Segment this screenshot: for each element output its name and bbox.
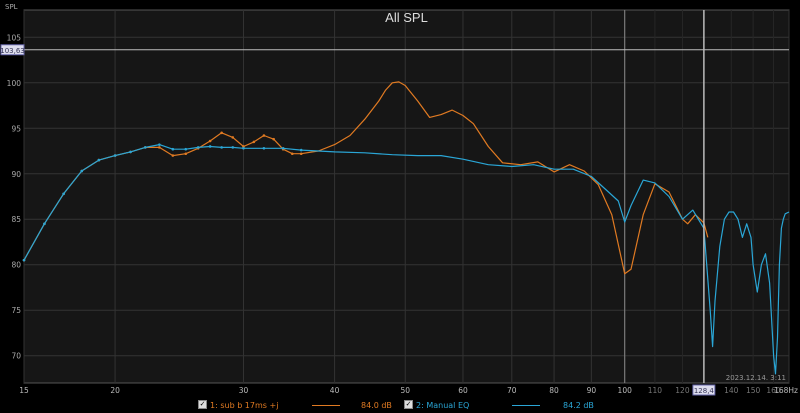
y-tick-label: 85 (11, 215, 21, 224)
series-2-point (22, 258, 26, 262)
spl-chart: 70 75 80 85 90 95 100 105 15 20 30 40 50 60 70 80 90 100 1… (0, 3, 798, 396)
series-2-point (171, 147, 175, 151)
series-2-point (262, 146, 266, 150)
y-tick-label: 90 (11, 170, 21, 179)
x-tick-label: 50 (400, 386, 410, 395)
series-1-point (171, 154, 175, 157)
x-tick-label: 30 (239, 386, 249, 395)
series-1-point (231, 136, 235, 139)
series-2-point (184, 147, 188, 151)
plot-area (23, 9, 790, 384)
x-tick-label: 100 (618, 386, 633, 395)
series-1-point (184, 152, 188, 156)
series-2-point (299, 148, 303, 152)
series-2-point (113, 154, 117, 157)
series-1-label: 1: sub b 17ms +j (210, 401, 279, 410)
y-axis-label: SPL (5, 3, 18, 11)
series-1-point (220, 131, 223, 135)
y-tick-label: 80 (11, 261, 21, 270)
x-tick-label: 80 (549, 386, 559, 395)
cursor-y-readout: 103,63 (0, 47, 25, 55)
series-1-point (158, 146, 161, 149)
series-2-point (43, 222, 46, 226)
y-tick-label: 95 (11, 124, 21, 133)
x-tick-label: 160 (766, 386, 781, 395)
series-2-point (97, 158, 101, 162)
series-2-point (281, 146, 285, 150)
series-1-line (23, 81, 709, 275)
x-tick-label: 20 (110, 386, 120, 395)
series-1-point (299, 152, 303, 156)
series-2-point (158, 143, 161, 146)
x-tick-label: 60 (458, 386, 468, 395)
series-2-point (129, 150, 132, 154)
series-2-point (143, 146, 147, 149)
series-1-swatch (312, 405, 340, 406)
x-tick-label: 110 (648, 386, 663, 395)
y-tick-label: 105 (7, 33, 22, 42)
series-2-point (62, 192, 65, 196)
cursor-x-readout: 128,4 (694, 387, 715, 395)
series-2-point (196, 146, 200, 149)
series-2-level: 84.2 dB (563, 401, 594, 410)
series-2-label: 2: Manual EQ (416, 401, 470, 410)
y-tick-label: 70 (11, 352, 21, 361)
series-1-point (290, 152, 294, 156)
x-tick-label: 70 (507, 386, 517, 395)
y-tick-label: 75 (11, 306, 21, 315)
series-2-line (23, 144, 790, 375)
series-2-point (80, 169, 84, 173)
x-tick-label: 168Hz (774, 386, 798, 395)
x-tick-label: 120 (675, 386, 690, 395)
timestamp: 2023.12.14. 3:11 (726, 374, 786, 382)
series-1-point (242, 145, 245, 148)
series-2-checkbox[interactable]: ✓ (404, 400, 413, 409)
x-tick-label: 140 (724, 386, 739, 395)
cursor-x-box (692, 384, 716, 396)
series-1-point (252, 140, 256, 144)
series-2-swatch (512, 405, 540, 406)
series-1-point (262, 134, 266, 137)
cursor-y-box (0, 44, 25, 56)
series-1-point (208, 139, 212, 143)
x-tick-label: 90 (587, 386, 597, 395)
legend: ✓ 1: sub b 17ms +j 84.0 dB ✓ 2: Manual E… (0, 398, 800, 413)
x-tick-label: 40 (330, 386, 340, 395)
series-1-level: 84.0 dB (361, 401, 392, 410)
x-tick-label: 15 (19, 386, 29, 395)
series-2-point (208, 145, 212, 148)
y-tick-label: 100 (7, 79, 22, 88)
chart-title: All SPL (385, 10, 428, 25)
x-tick-label: 150 (746, 386, 761, 395)
series-2-point (231, 146, 235, 149)
series-2-point (242, 146, 245, 150)
series-1-point (272, 137, 275, 141)
series-1-checkbox[interactable]: ✓ (198, 400, 207, 409)
series-2-point (220, 146, 223, 149)
